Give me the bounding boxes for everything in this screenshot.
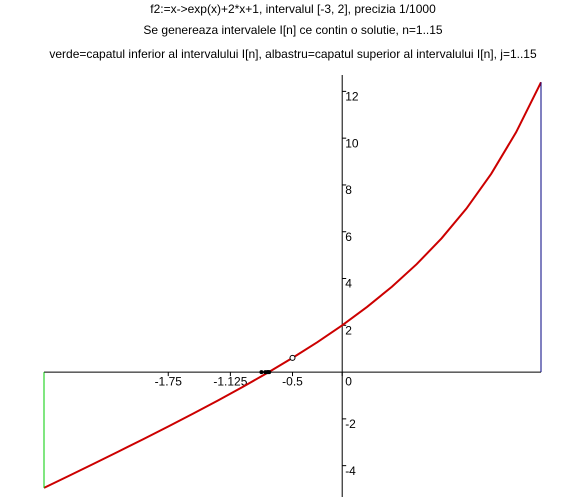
point bbox=[266, 370, 271, 375]
y-tick-label: -2 bbox=[345, 417, 356, 431]
x-tick-label: 0 bbox=[345, 374, 352, 388]
y-tick-label: 8 bbox=[345, 183, 352, 197]
chart-subtitle: Se genereaza intervalele I[n] ce contin … bbox=[143, 23, 443, 37]
y-tick-label: -4 bbox=[345, 464, 356, 478]
y-tick-label: 4 bbox=[345, 277, 352, 291]
y-tick-label: 6 bbox=[345, 230, 352, 244]
y-tick-label: 12 bbox=[345, 90, 359, 104]
x-tick-label: -1.75 bbox=[155, 374, 183, 388]
y-tick-label: 10 bbox=[345, 136, 359, 150]
x-tick-label: -1.125 bbox=[213, 374, 247, 388]
point bbox=[289, 354, 296, 361]
chart-title: f2:=x->exp(x)+2*x+1, intervalul [-3, 2],… bbox=[150, 2, 436, 16]
y-tick-label: 2 bbox=[345, 323, 352, 337]
chart-annotation: verde=capatul inferior al intervalului I… bbox=[49, 47, 537, 61]
x-tick-label: -0.5 bbox=[282, 374, 303, 388]
point bbox=[259, 370, 264, 375]
series-line bbox=[43, 81, 542, 489]
